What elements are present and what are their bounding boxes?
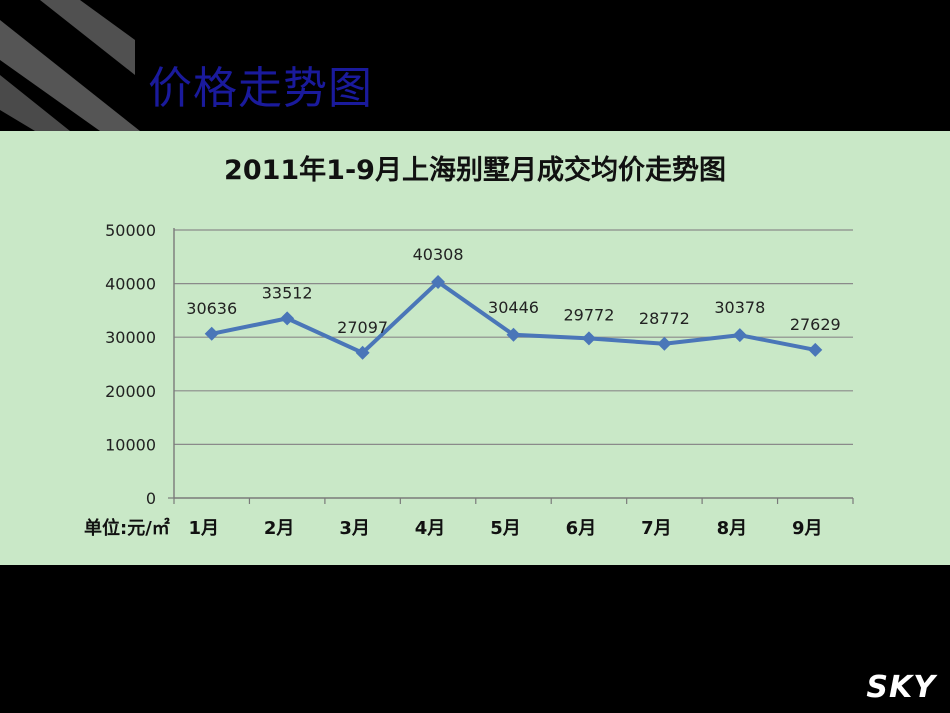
- y-tick-label-50000: 50000: [105, 221, 156, 240]
- y-tick-label-10000: 10000: [105, 435, 156, 454]
- data-point-4: [431, 274, 446, 289]
- data-label-6: 29772: [563, 305, 614, 324]
- data-label-9: 27629: [790, 315, 841, 334]
- data-point-6: [581, 331, 596, 346]
- x-tick-label-1: 1月: [188, 518, 219, 539]
- x-tick-label-4: 4月: [415, 518, 446, 539]
- data-point-8: [732, 328, 747, 343]
- x-tick-label-5: 5月: [490, 518, 521, 539]
- data-label-8: 30378: [714, 298, 765, 317]
- x-tick-label-7: 7月: [641, 518, 672, 539]
- x-tick-label-9: 9月: [792, 518, 823, 539]
- data-label-7: 28772: [639, 309, 690, 328]
- data-label-4: 40308: [413, 245, 464, 264]
- y-tick-label-30000: 30000: [105, 328, 156, 347]
- y-tick-label-40000: 40000: [105, 275, 156, 294]
- data-label-5: 30446: [488, 298, 539, 317]
- corner-stripes-decoration: [0, 0, 140, 131]
- sky-logo: SKY: [866, 670, 936, 705]
- data-label-3: 27097: [337, 318, 388, 337]
- x-tick-label-2: 2月: [264, 518, 295, 539]
- x-tick-label-3: 3月: [339, 518, 370, 539]
- line-chart: 2011年1-9月上海别墅月成交均价走势图 0 10000 20000 30000 40…: [84, 154, 854, 539]
- data-point-7: [657, 336, 672, 351]
- data-point-9: [808, 342, 823, 357]
- data-point-3: [355, 345, 370, 360]
- chart-panel: 2011年1-9月上海别墅月成交均价走势图 0 10000 20000 30000 40…: [0, 131, 950, 565]
- data-point-2: [280, 311, 295, 326]
- chart-title: 2011年1-9月上海别墅月成交均价走势图: [224, 154, 726, 186]
- data-label-2: 33512: [262, 283, 313, 302]
- y-tick-label-0: 0: [146, 489, 156, 508]
- data-label-1: 30636: [186, 299, 237, 318]
- x-tick-label-8: 8月: [717, 518, 748, 539]
- unit-label: 单位:元/㎡: [84, 517, 170, 539]
- slide-title: 价格走势图: [148, 63, 373, 114]
- x-tick-label-6: 6月: [566, 518, 597, 539]
- data-point-1: [204, 326, 219, 341]
- y-tick-label-20000: 20000: [105, 382, 156, 401]
- data-point-5: [506, 327, 521, 342]
